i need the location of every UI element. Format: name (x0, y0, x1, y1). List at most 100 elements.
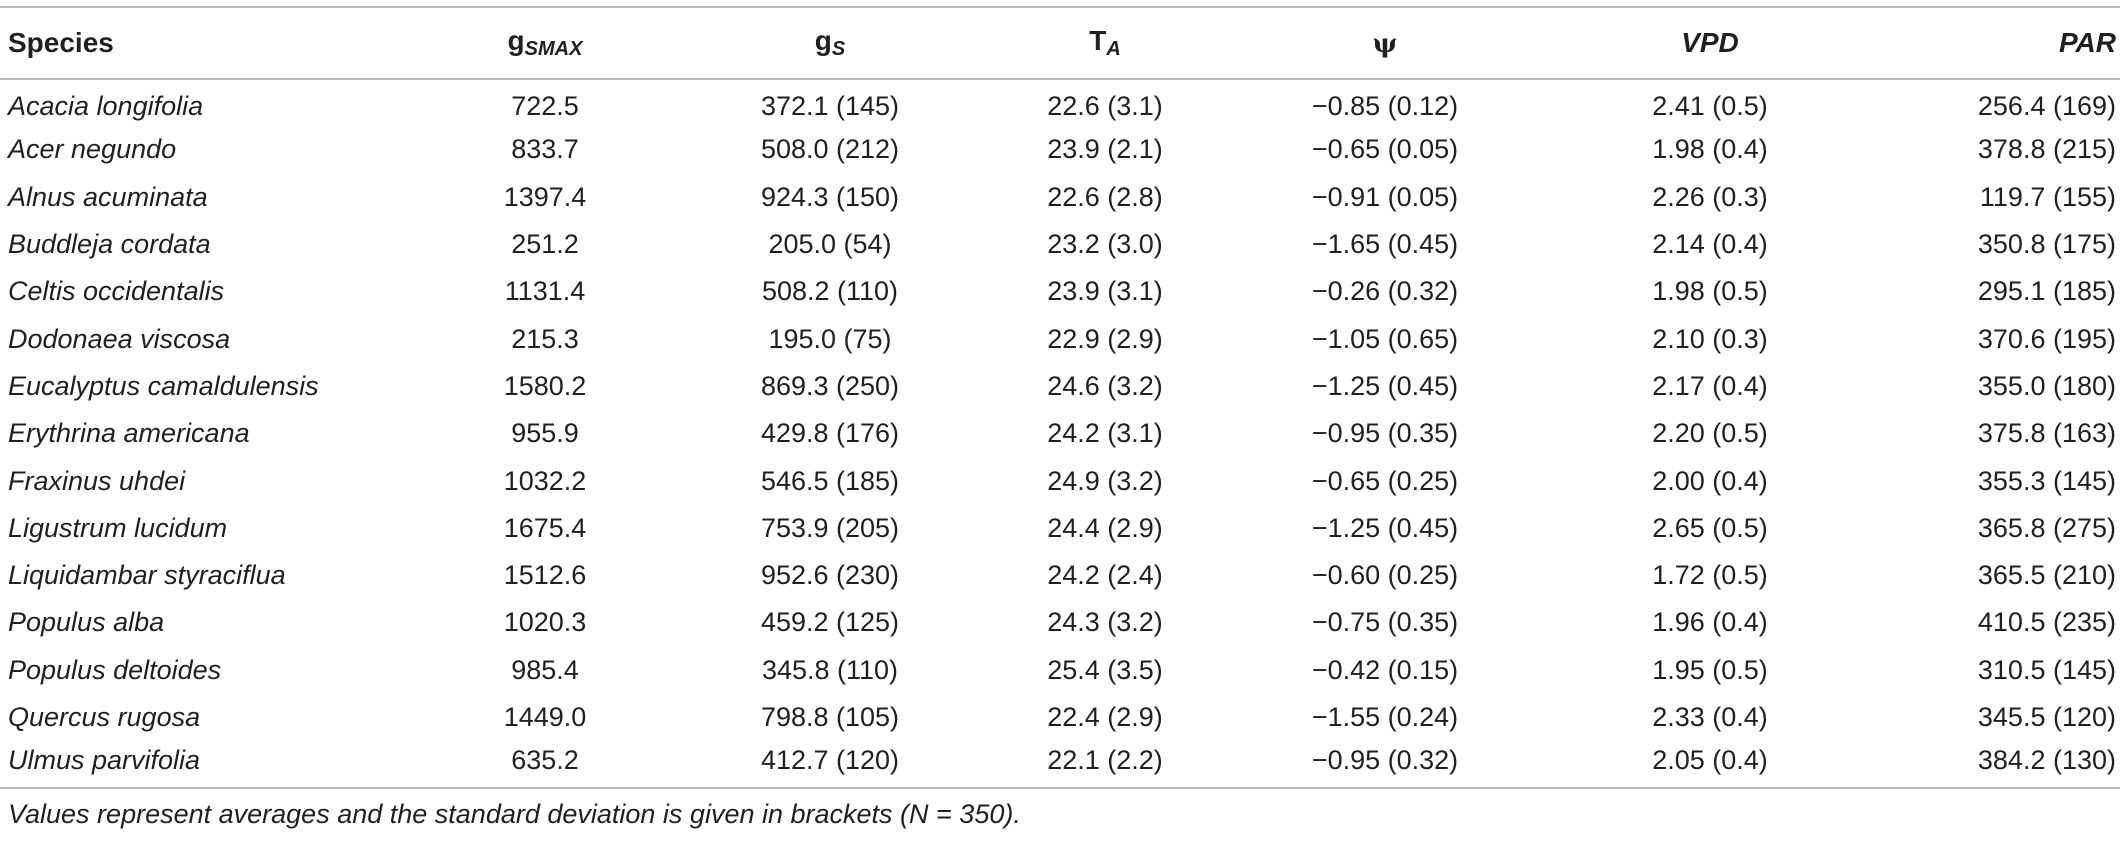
table-row: Buddleja cordata 251.2 205.0 (54) 23.2 (3.0… (0, 221, 2120, 268)
cell-ta: 23.9 (3.1) (1047, 276, 1163, 307)
cell-gs: 205.0 (54) (768, 229, 892, 260)
cell-psi: −0.60 (0.25) (1311, 560, 1459, 591)
cell-species: Liquidambar styraciflua (8, 560, 286, 591)
header-species: Species (0, 7, 420, 79)
cell-par: 350.8 (175) (1977, 229, 2116, 260)
cell-vpd: 2.65 (0.5) (1652, 512, 1768, 543)
cell-gsmax: 1512.6 (503, 560, 587, 591)
cell-ta: 22.4 (2.9) (1047, 702, 1163, 732)
cell-ta: 22.6 (3.1) (1047, 90, 1163, 121)
cell-par: 310.5 (145) (1977, 654, 2116, 685)
cell-species: Alnus acuminata (8, 181, 208, 212)
cell-gsmax: 833.7 (511, 134, 579, 165)
cell-psi: −0.95 (0.35) (1311, 418, 1459, 449)
cell-vpd: 1.96 (0.4) (1652, 607, 1768, 638)
cell-species: Ulmus parvifolia (8, 744, 201, 775)
cell-psi: −1.05 (0.65) (1311, 323, 1459, 354)
cell-species: Erythrina americana (8, 418, 250, 449)
header-gsmax-subscript: SMAX (524, 38, 583, 60)
cell-gsmax: 635.2 (511, 744, 579, 775)
table-header: Species gSMAX gS TA ψ VPD PAR (0, 7, 2120, 79)
header-par-label: PAR (2058, 27, 2116, 58)
cell-vpd: 2.14 (0.4) (1652, 229, 1768, 260)
cell-ta: 25.4 (3.5) (1047, 654, 1163, 685)
cell-psi: −0.26 (0.32) (1311, 276, 1459, 307)
cell-gsmax: 985.4 (511, 654, 579, 685)
cell-vpd: 2.10 (0.3) (1652, 323, 1768, 354)
table-row: Acer negundo 833.7 508.0 (212) 23.9 (2.1) −0… (0, 126, 2120, 173)
cell-ta: 22.6 (2.8) (1047, 181, 1163, 212)
header-ta: TA (990, 7, 1220, 79)
cell-gs: 924.3 (150) (760, 181, 900, 212)
header-vpd-label: VPD (1681, 27, 1739, 58)
cell-ta: 24.2 (2.4) (1047, 560, 1163, 591)
cell-psi: −1.65 (0.45) (1311, 229, 1459, 260)
table-body: Acacia longifolia 722.5 372.1 (145) 22.6 (3… (0, 79, 2120, 789)
cell-par: 256.4 (169) (1977, 90, 2116, 121)
cell-gsmax: 1675.4 (503, 512, 587, 543)
cell-par: 375.8 (163) (1977, 418, 2116, 449)
cell-ta: 22.9 (2.9) (1047, 323, 1163, 354)
cell-gs: 429.8 (176) (760, 418, 900, 449)
cell-gsmax: 251.2 (511, 229, 579, 260)
cell-psi: −0.85 (0.12) (1311, 90, 1459, 121)
cell-species: Populus alba (8, 607, 165, 638)
header-gsmax: gSMAX (420, 7, 670, 79)
cell-par: 410.5 (235) (1977, 607, 2116, 638)
cell-vpd: 2.33 (0.4) (1652, 702, 1768, 732)
cell-vpd: 1.98 (0.4) (1652, 134, 1768, 165)
cell-gs: 798.8 (105) (760, 702, 900, 732)
cell-ta: 24.6 (3.2) (1047, 370, 1163, 401)
cell-gs: 753.9 (205) (760, 512, 900, 543)
cell-psi: −1.55 (0.24) (1311, 702, 1459, 732)
cell-gs: 508.0 (212) (760, 134, 900, 165)
cell-vpd: 2.05 (0.4) (1652, 744, 1768, 775)
header-row: Species gSMAX gS TA ψ VPD PAR (0, 7, 2120, 79)
table-row: Ligustrum lucidum 1675.4 753.9 (205) 24.4 (… (0, 505, 2120, 552)
table-row: Celtis occidentalis 1131.4 508.2 (110) 23.9… (0, 268, 2120, 315)
header-psi: ψ (1220, 7, 1550, 79)
cell-vpd: 1.72 (0.5) (1652, 560, 1768, 591)
cell-par: 378.8 (215) (1977, 134, 2116, 165)
table-row: Dodonaea viscosa 215.3 195.0 (75) 22.9 (2.9… (0, 315, 2120, 362)
cell-psi: −0.65 (0.05) (1311, 134, 1459, 165)
cell-gs: 195.0 (75) (768, 323, 892, 354)
cell-species: Buddleja cordata (8, 229, 211, 260)
header-par: PAR (1870, 7, 2120, 79)
table-row: Eucalyptus camaldulensis 1580.2 869.3 (250… (0, 363, 2120, 410)
header-vpd: VPD (1550, 7, 1870, 79)
cell-vpd: 2.17 (0.4) (1652, 370, 1768, 401)
table-row: Quercus rugosa 1449.0 798.8 (105) 22.4 (2.9… (0, 694, 2120, 741)
cell-species: Dodonaea viscosa (8, 323, 231, 354)
cell-gs: 952.6 (230) (760, 560, 900, 591)
cell-ta: 24.2 (3.1) (1047, 418, 1163, 449)
cell-par: 355.0 (180) (1977, 370, 2116, 401)
header-ta-base: T (1089, 25, 1107, 56)
header-gs-base: g (814, 25, 832, 56)
cell-par: 365.5 (210) (1977, 560, 2116, 591)
cell-psi: −1.25 (0.45) (1311, 512, 1459, 543)
cell-species: Acacia longifolia (8, 90, 204, 121)
header-gs: gS (670, 7, 990, 79)
cell-gsmax: 1449.0 (503, 702, 587, 732)
species-data-table: Species gSMAX gS TA ψ VPD PAR Acacia lon… (0, 6, 2120, 789)
cell-gsmax: 722.5 (511, 90, 579, 121)
table-row: Liquidambar styraciflua 1512.6 952.6 (230)… (0, 552, 2120, 599)
cell-par: 295.1 (185) (1977, 276, 2116, 307)
cell-par: 370.6 (195) (1977, 323, 2116, 354)
cell-gsmax: 955.9 (511, 418, 579, 449)
header-gsmax-base: g (507, 25, 525, 56)
cell-ta: 24.9 (3.2) (1047, 465, 1163, 496)
table-row: Ulmus parvifolia 635.2 412.7 (120) 22.1 (2.… (0, 741, 2120, 789)
header-psi-symbol: ψ (1372, 29, 1398, 59)
header-species-label: Species (8, 27, 114, 58)
table-row: Erythrina americana 955.9 429.8 (176) 24.2 … (0, 410, 2120, 457)
table-row: Populus alba 1020.3 459.2 (125) 24.3 (3.2) −… (0, 599, 2120, 646)
table-row: Acacia longifolia 722.5 372.1 (145) 22.6 (3… (0, 79, 2120, 126)
cell-gsmax: 1131.4 (504, 276, 586, 307)
cell-ta: 23.2 (3.0) (1047, 229, 1163, 260)
cell-gsmax: 1397.4 (503, 181, 587, 212)
cell-psi: −0.65 (0.25) (1311, 465, 1459, 496)
cell-species: Fraxinus uhdei (8, 465, 186, 496)
cell-par: 365.8 (275) (1977, 512, 2116, 543)
